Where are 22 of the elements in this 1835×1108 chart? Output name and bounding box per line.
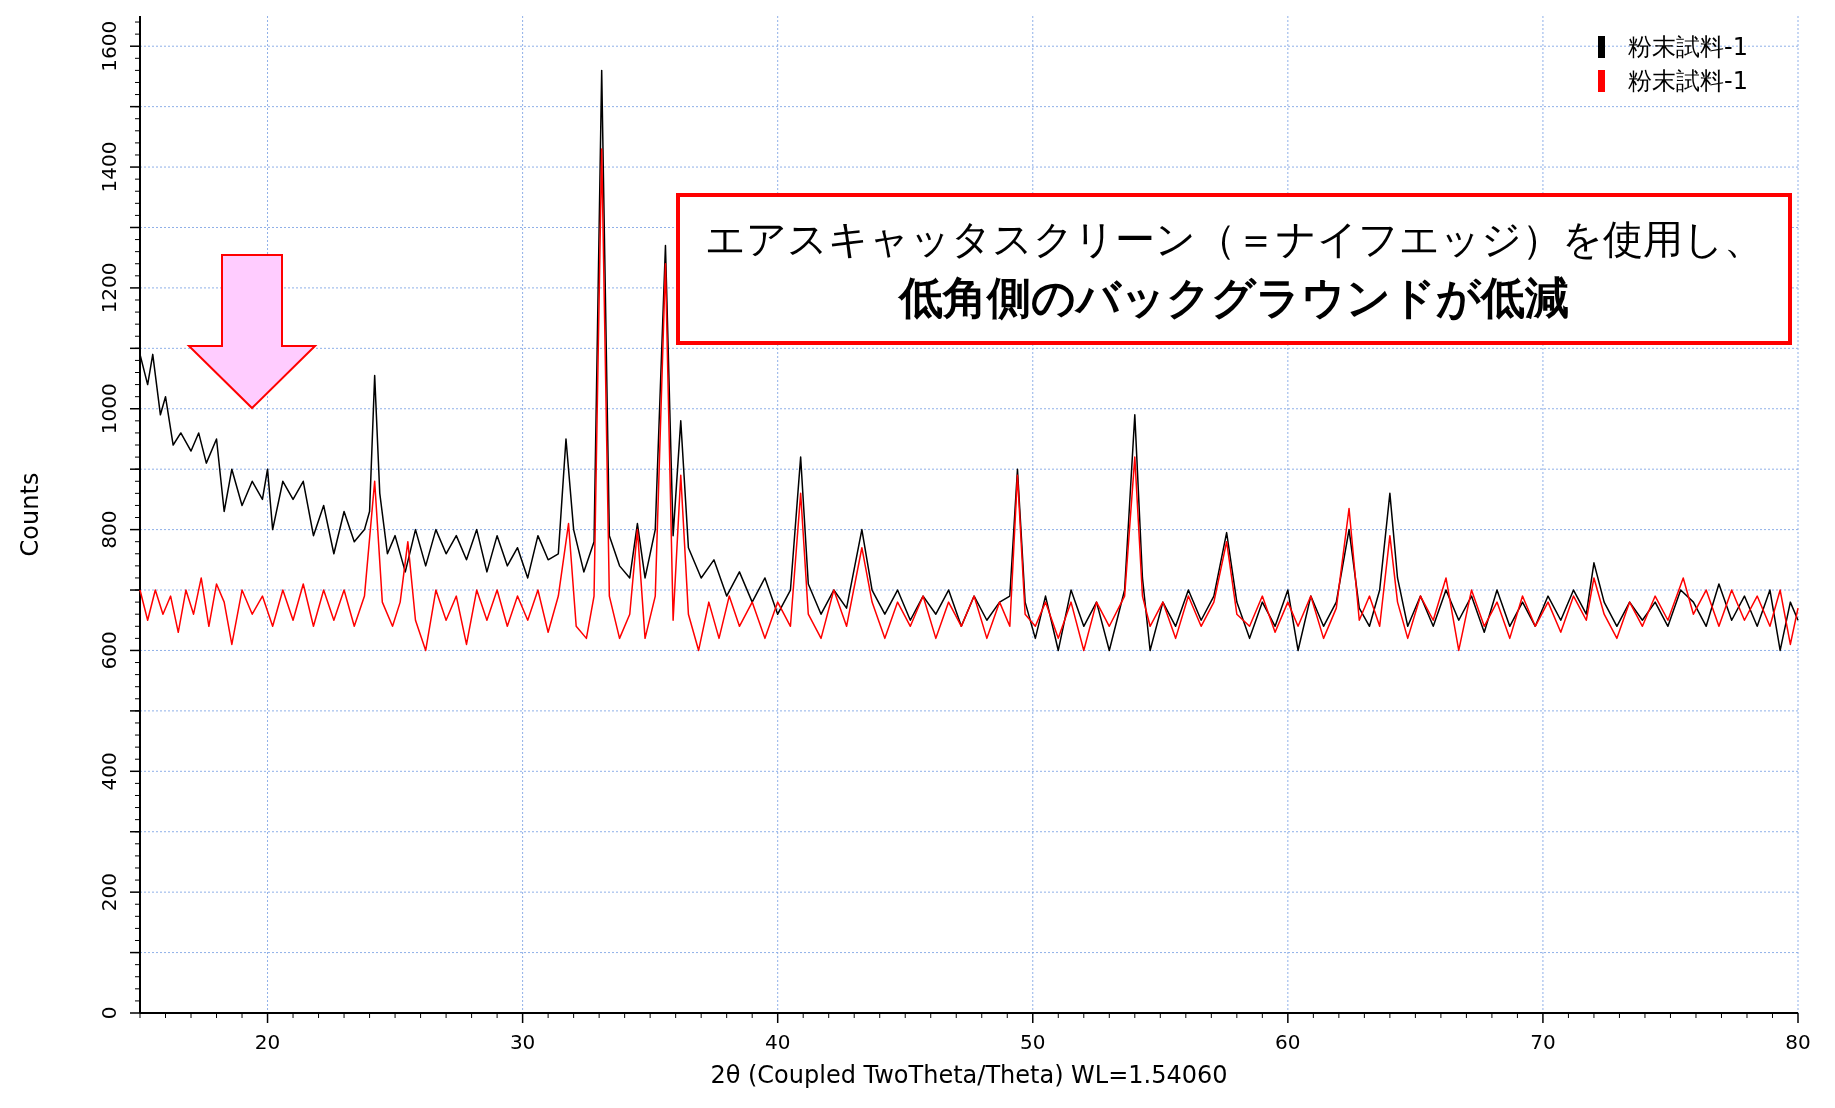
y-tick-label: 0 bbox=[97, 1006, 121, 1020]
x-axis-title: 2θ (Coupled TwoTheta/Theta) WL=1.54060 bbox=[710, 1061, 1228, 1089]
x-tick-label: 20 bbox=[254, 1030, 281, 1054]
y-axis-title: Counts bbox=[16, 472, 44, 557]
legend-label: 粉末試料-1 bbox=[1628, 33, 1748, 61]
annotation: 低角側のバックグラウンドが低減 bbox=[897, 272, 1569, 323]
y-tick-label: 1000 bbox=[97, 383, 121, 435]
y-tick-label: 400 bbox=[97, 752, 121, 791]
legend-label: 粉末試料-1 bbox=[1628, 67, 1748, 95]
y-tick-label: 600 bbox=[97, 631, 121, 670]
x-tick-label: 70 bbox=[1530, 1030, 1556, 1054]
x-tick-label: 30 bbox=[509, 1030, 536, 1054]
y-tick-label: 1400 bbox=[97, 141, 121, 193]
y-tick-label: 1200 bbox=[97, 262, 121, 314]
x-tick-label: 80 bbox=[1785, 1030, 1811, 1054]
y-tick-label: 200 bbox=[97, 873, 121, 912]
x-tick-label: 40 bbox=[764, 1030, 791, 1054]
x-tick-label: 60 bbox=[1275, 1030, 1301, 1054]
y-tick-label: 1600 bbox=[97, 20, 121, 72]
x-tick-label: 50 bbox=[1020, 1030, 1046, 1054]
y-tick-label: 800 bbox=[97, 510, 121, 549]
annotation: エアスキャッタスクリーン（＝ナイフエッジ）を使用し、 bbox=[704, 216, 1764, 262]
